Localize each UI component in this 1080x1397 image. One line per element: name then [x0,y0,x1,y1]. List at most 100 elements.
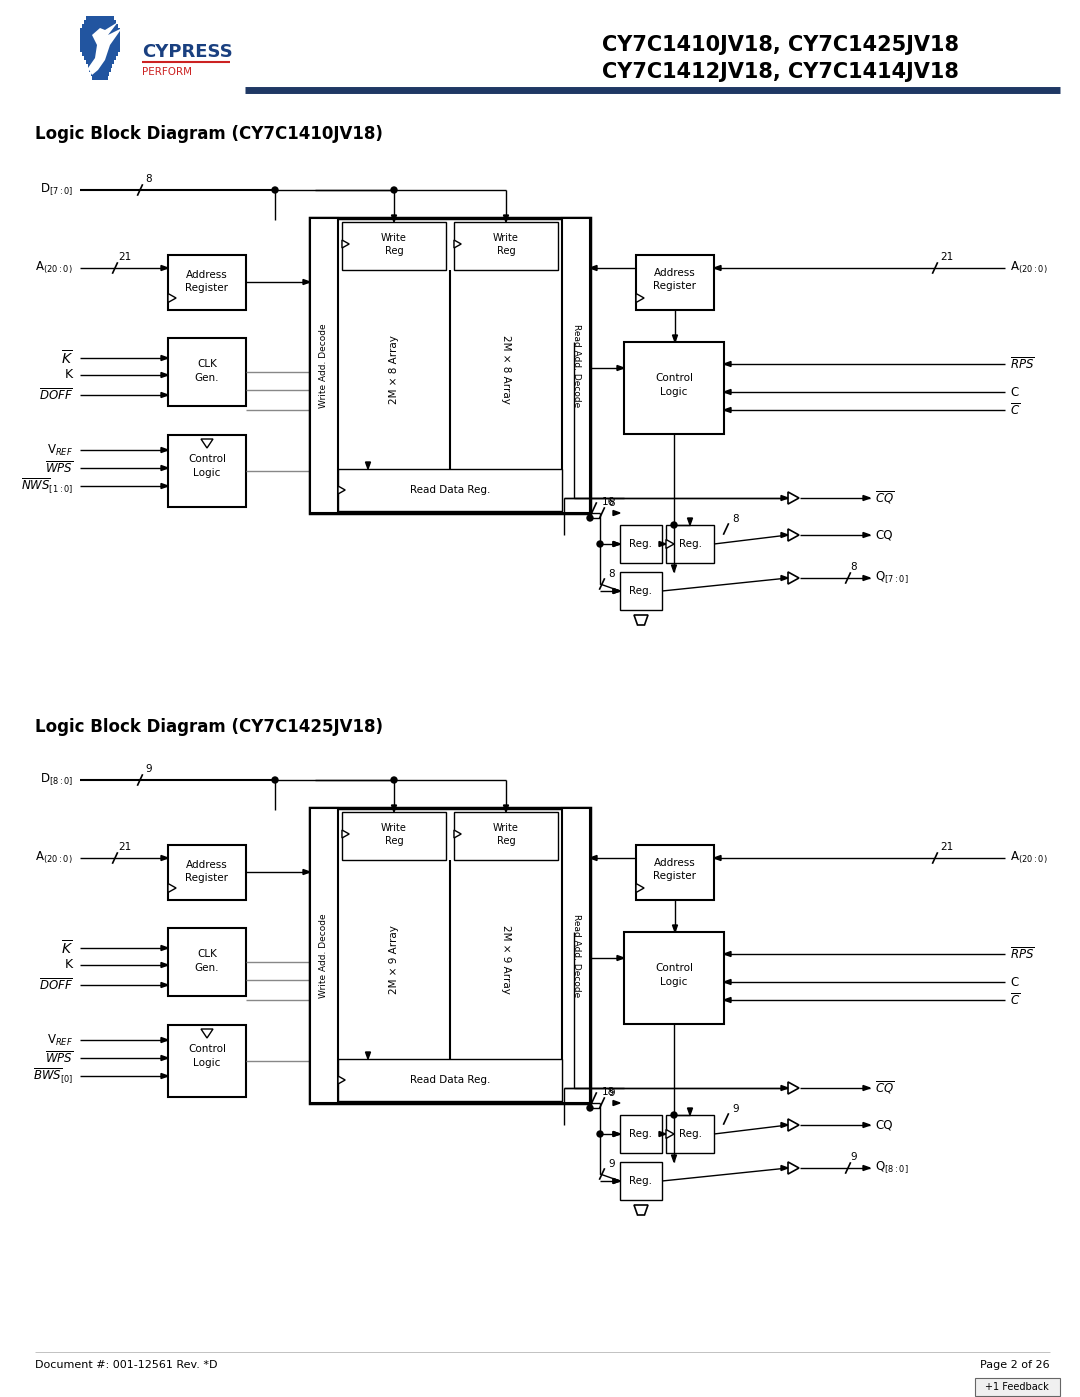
Text: 9: 9 [145,764,151,774]
Text: CLK: CLK [197,359,217,369]
Bar [454,222,558,270]
Polygon shape [788,1081,799,1094]
Polygon shape [168,883,176,893]
Polygon shape [617,366,624,370]
Text: Address: Address [186,861,228,870]
Bar [624,342,724,434]
Bar [80,41,120,43]
Bar [620,571,662,610]
Circle shape [671,522,677,528]
Polygon shape [454,240,461,249]
Text: D$_{[7:0]}$: D$_{[7:0]}$ [40,182,73,198]
Bar [168,338,246,407]
Polygon shape [342,240,349,249]
Polygon shape [201,1030,213,1038]
Bar [87,64,112,67]
Polygon shape [613,1132,620,1137]
Polygon shape [161,483,168,489]
Circle shape [272,187,278,193]
Bar [82,24,118,28]
Bar [91,73,109,75]
Text: 21: 21 [118,842,132,852]
Text: Logic Block Diagram (CY7C1425JV18): Logic Block Diagram (CY7C1425JV18) [35,718,383,736]
Bar [86,15,114,20]
Text: A$_{(20:0)}$: A$_{(20:0)}$ [36,849,73,866]
Bar [168,1025,246,1097]
Polygon shape [863,532,870,538]
Polygon shape [161,1073,168,1078]
Text: 8: 8 [732,514,739,524]
Polygon shape [688,518,692,525]
Text: Logic: Logic [660,977,688,988]
Bar [454,812,558,861]
Bar [310,807,338,1104]
Polygon shape [634,615,648,624]
Polygon shape [391,805,396,812]
Polygon shape [672,1155,676,1162]
Text: PERFORM: PERFORM [141,67,192,77]
Polygon shape [724,408,731,412]
Text: A$_{(20:0)}$: A$_{(20:0)}$ [1010,849,1048,866]
Bar [168,928,246,996]
Text: Reg.: Reg. [630,539,652,549]
Polygon shape [161,855,168,861]
Text: 18: 18 [602,1087,616,1097]
Text: K: K [65,369,73,381]
Text: Reg.: Reg. [630,1129,652,1139]
Text: Read Data Reg.: Read Data Reg. [409,485,490,495]
Bar [168,256,246,310]
Text: $\overline{DOFF}$: $\overline{DOFF}$ [39,387,73,402]
Bar [624,932,724,1024]
Text: $\overline{WPS}$: $\overline{WPS}$ [45,1051,73,1066]
Text: 2M × 8 Array: 2M × 8 Array [501,335,511,404]
Polygon shape [781,1165,788,1171]
Text: Control: Control [654,963,693,972]
Text: 2M × 9 Array: 2M × 9 Array [501,925,511,993]
Polygon shape [590,855,597,861]
Bar [168,845,246,900]
Text: V$_{REF}$: V$_{REF}$ [48,443,73,458]
Bar [168,434,246,507]
Bar [84,20,116,24]
Bar [84,56,116,60]
Text: $\overline{RPS}$: $\overline{RPS}$ [1010,356,1035,372]
Polygon shape [87,22,122,75]
Polygon shape [673,335,677,342]
Text: Write: Write [381,233,407,243]
Text: Control: Control [188,454,226,464]
Circle shape [597,541,603,548]
Polygon shape [688,1108,692,1115]
Polygon shape [161,355,168,360]
Bar [342,222,446,270]
Polygon shape [659,1132,666,1137]
Text: $\overline{WPS}$: $\overline{WPS}$ [45,460,73,476]
Text: Reg: Reg [497,835,515,847]
Polygon shape [161,946,168,950]
Text: 8: 8 [608,569,615,578]
Polygon shape [714,855,721,861]
Bar [80,32,120,35]
Text: Document #: 001-12561 Rev. *D: Document #: 001-12561 Rev. *D [35,1361,217,1370]
Polygon shape [714,265,721,271]
Text: Register: Register [653,281,697,291]
Polygon shape [673,925,677,932]
Text: Page 2 of 26: Page 2 of 26 [981,1361,1050,1370]
Polygon shape [636,883,644,893]
Polygon shape [161,963,168,968]
Polygon shape [781,1123,788,1127]
Text: CY7C1412JV18, CY7C1414JV18: CY7C1412JV18, CY7C1414JV18 [602,61,958,82]
Text: 9: 9 [850,1153,856,1162]
Bar [80,28,120,32]
Polygon shape [724,362,731,366]
Text: Q$_{[7:0]}$: Q$_{[7:0]}$ [875,570,908,587]
Polygon shape [613,510,620,515]
Polygon shape [781,1085,788,1091]
Polygon shape [613,1179,620,1183]
Text: D$_{[8:0]}$: D$_{[8:0]}$ [40,773,73,788]
Polygon shape [724,390,731,394]
Bar [666,525,714,563]
Text: A$_{(20:0)}$: A$_{(20:0)}$ [1010,260,1048,277]
Text: Logic: Logic [193,468,220,478]
Polygon shape [659,542,666,546]
Text: Write: Write [381,823,407,833]
